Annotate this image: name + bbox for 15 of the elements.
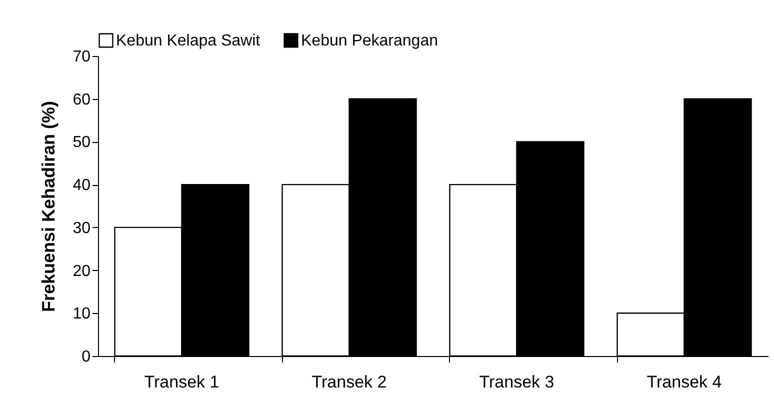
y-axis-title: Frekuensi Kehadiran (%) [38,100,59,312]
legend-label: Kebun Kelapa Sawit [116,32,261,50]
legend-label: Kebun Pekarangan [301,32,438,50]
y-tick-label: 30 [72,220,91,237]
x-tick-label: Transek 1 [144,372,220,392]
y-tick-label: 20 [72,262,91,280]
y-tick-label: 60 [72,91,91,108]
y-tick-label: 50 [72,134,91,152]
y-tick-label: 70 [72,48,91,66]
x-tick-label: Transek 3 [479,372,554,392]
x-tick-label: Transek 4 [646,372,722,392]
y-tick-label: 10 [72,306,91,323]
x-tick-label: Transek 2 [312,372,387,392]
y-tick-label: 0 [82,348,91,366]
y-tick-label: 40 [72,177,91,194]
